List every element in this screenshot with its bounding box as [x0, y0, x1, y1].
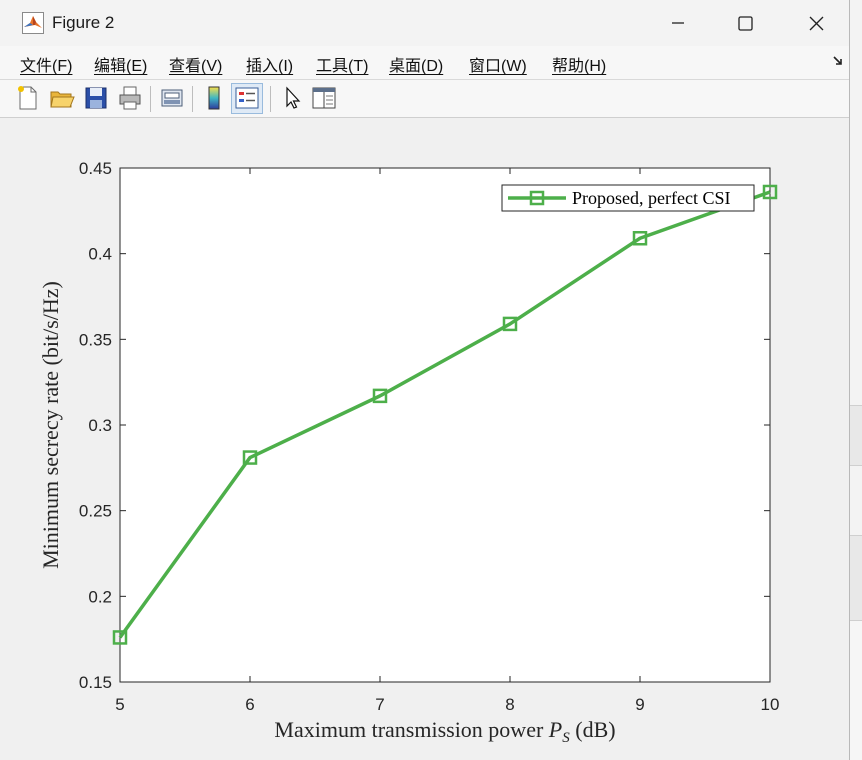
y-tick-label: 0.25 [79, 502, 112, 521]
toolbar-separator [270, 86, 271, 112]
line-chart: 5 6 7 8 9 10 0.15 0.2 0.25 0.3 0.35 0.4 0.45 Maximum… [38, 159, 780, 746]
close-button[interactable] [794, 8, 840, 38]
y-tick-label: 0.15 [79, 673, 112, 692]
menu-insert[interactable]: 插入(I) [246, 58, 294, 75]
legend[interactable]: Proposed, perfect CSI [501, 184, 755, 212]
y-tick-label: 0.4 [88, 245, 112, 264]
data-point-marker [632, 230, 648, 246]
data-point-marker [502, 316, 518, 332]
menu-window[interactable]: 窗口(W) [469, 58, 527, 75]
toolbar-separator [150, 86, 151, 112]
save-icon[interactable] [82, 84, 110, 112]
x-tick-label: 7 [375, 695, 384, 714]
new-figure-icon[interactable] [14, 84, 42, 112]
open-folder-icon[interactable] [48, 84, 76, 112]
x-tick-label: 5 [115, 695, 124, 714]
y-tick-label: 0.45 [79, 159, 112, 178]
menu-tools[interactable]: 工具(T) [316, 58, 369, 75]
menu-bar: 文件(F) 编辑(E) 查看(V) 插入(I) 工具(T) 桌面(D) 窗口(W… [0, 46, 849, 80]
menu-edit[interactable]: 编辑(E) [94, 58, 148, 75]
matlab-logo-icon [22, 12, 44, 34]
toolbar-separator [192, 86, 193, 112]
y-tick-label: 0.2 [88, 587, 112, 606]
data-point-marker [762, 184, 778, 200]
print-preview-icon[interactable] [158, 84, 186, 112]
pointer-icon[interactable] [278, 84, 306, 112]
window-title: Figure 2 [52, 13, 115, 32]
series-line [118, 190, 771, 639]
y-tick-label: 0.35 [79, 330, 112, 349]
data-point-marker [242, 450, 258, 465]
toolbar [0, 80, 849, 118]
x-axis-label: Maximum transmission power PS (dB) [274, 717, 615, 746]
y-tick-label: 0.3 [88, 416, 112, 435]
legend-entry: Proposed, perfect CSI [572, 188, 730, 208]
colorbar-icon[interactable] [200, 84, 228, 112]
x-tick-label: 8 [505, 695, 514, 714]
y-axis-label: Minimum secrecy rate (bit/s/Hz) [38, 281, 63, 569]
legend-icon[interactable] [233, 84, 261, 112]
x-tick-label: 9 [635, 695, 644, 714]
print-icon[interactable] [116, 84, 144, 112]
menu-view[interactable]: 查看(V) [169, 58, 223, 75]
axis-tick-labels: 5 6 7 8 9 10 0.15 0.2 0.25 0.3 0.35 0.4 0.45 [79, 159, 780, 714]
menu-desktop[interactable]: 桌面(D) [389, 58, 444, 75]
data-point-marker [112, 630, 128, 645]
axis-ticks [119, 167, 771, 683]
background-window [850, 0, 862, 760]
x-tick-label: 6 [245, 695, 254, 714]
data-point-marker [372, 388, 388, 404]
x-tick-label: 10 [761, 695, 780, 714]
dock-arrow-icon[interactable] [832, 54, 844, 68]
figure-canvas: 5 6 7 8 9 10 0.15 0.2 0.25 0.3 0.35 0.4 0.45 Maximum… [0, 118, 849, 760]
minimize-button[interactable] [655, 8, 701, 38]
series-layer [112, 184, 778, 645]
menu-help[interactable]: 帮助(H) [552, 58, 607, 75]
menu-file[interactable]: 文件(F) [20, 58, 73, 75]
title-bar: Figure 2 [0, 0, 849, 46]
axes-box [119, 167, 771, 683]
legend-marker [529, 190, 545, 206]
property-inspector-icon[interactable] [310, 84, 338, 112]
maximize-button[interactable] [722, 8, 768, 38]
